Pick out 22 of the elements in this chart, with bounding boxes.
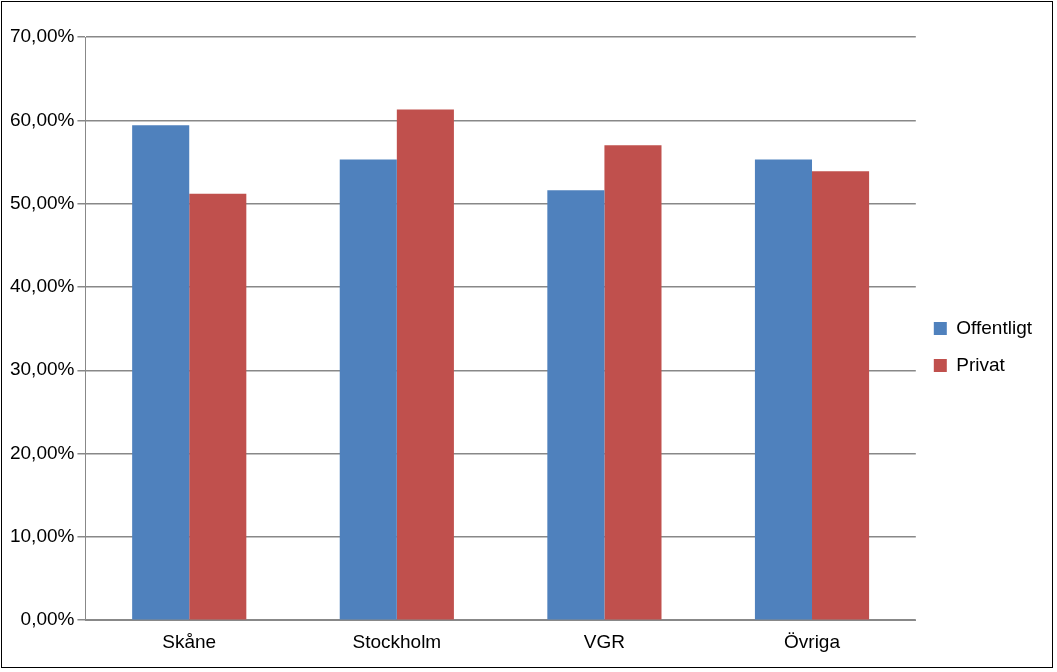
y-tick-label: 20,00% <box>9 441 75 463</box>
bar <box>604 145 662 620</box>
y-tick-label: 10,00% <box>9 525 75 547</box>
x-tick-label: VGR <box>583 630 626 652</box>
y-tick-label: 50,00% <box>9 191 75 213</box>
bar <box>812 171 870 620</box>
bar <box>189 193 247 620</box>
legend-label: Privat <box>956 353 1006 375</box>
bar <box>547 190 605 620</box>
y-tick-label: 0,00% <box>20 608 75 630</box>
y-tick-label: 40,00% <box>9 275 75 297</box>
y-tick-label: 70,00% <box>9 25 75 47</box>
x-tick-label: Skåne <box>162 630 217 652</box>
legend-label: Offentligt <box>956 316 1033 338</box>
x-tick-label: Övriga <box>784 630 841 652</box>
bar <box>339 159 397 620</box>
bar <box>132 125 190 620</box>
bar <box>754 159 813 620</box>
y-tick-label: 30,00% <box>9 358 75 380</box>
bar <box>396 109 454 620</box>
y-tick-label: 60,00% <box>9 108 75 130</box>
x-tick-label: Stockholm <box>352 630 442 652</box>
